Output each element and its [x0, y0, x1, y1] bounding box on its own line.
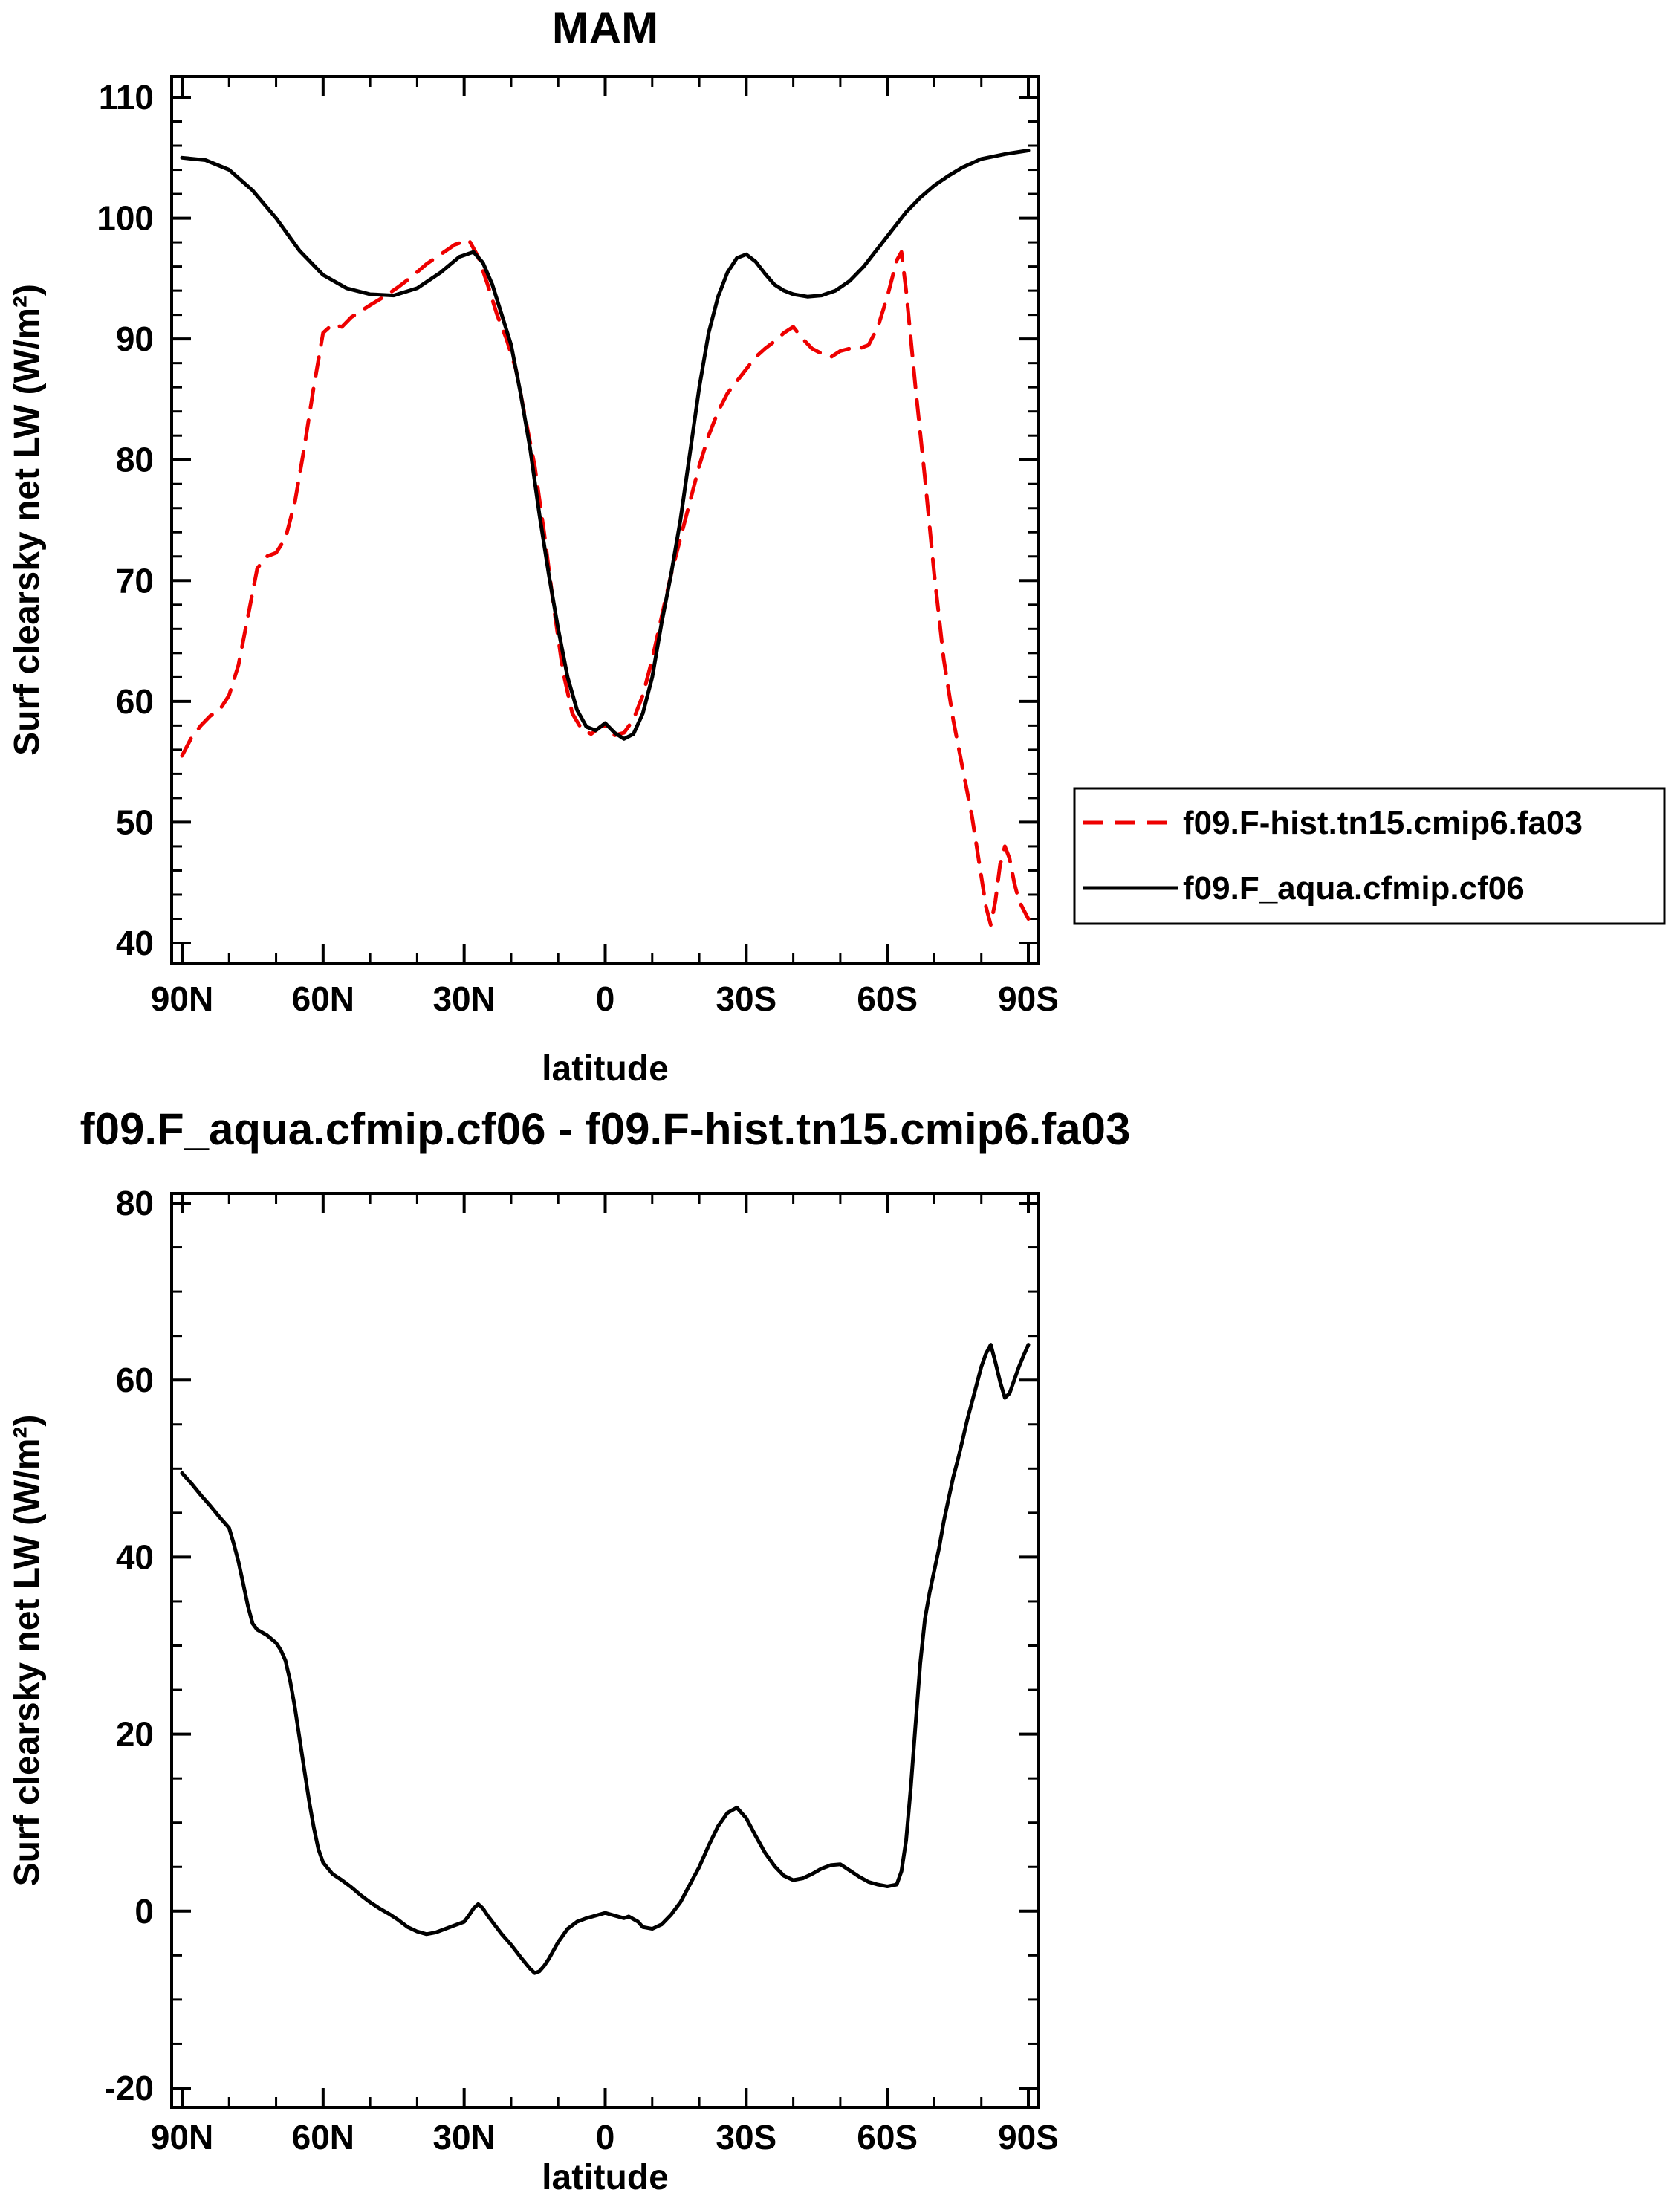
series-line-solid — [180, 149, 1031, 741]
y-tick-label: 70 — [116, 561, 154, 600]
legend-entry-label: f09.F_aqua.cfmip.cf06 — [1183, 870, 1525, 907]
x-tick-label: 90S — [998, 2118, 1059, 2156]
y-tick-label: 0 — [134, 1892, 154, 1931]
legend: f09.F-hist.tn15.cmip6.fa03 f09.F_aqua.cfm… — [1073, 787, 1666, 925]
y-tick-label: 40 — [116, 924, 154, 962]
y-tick-label: 50 — [116, 803, 154, 841]
y-axis-label: Surf clearsky net LW (W/m²) — [7, 284, 47, 756]
chart-1: 90N 60N 30N 0 30S 60S 90S 40 50 60 70 80 90 100 110 MAM… — [7, 3, 1059, 1089]
y-axis-label: Surf clearsky net LW (W/m²) — [7, 1415, 47, 1887]
y-tick-label: 80 — [116, 1184, 154, 1222]
major-ticks — [172, 1193, 1039, 2107]
chart-title: MAM — [552, 3, 658, 53]
x-tick-label: 30N — [432, 979, 495, 1018]
y-tick-label: 20 — [116, 1715, 154, 1754]
y-tick-label: 80 — [116, 441, 154, 479]
series-line-solid — [180, 1343, 1031, 1975]
y-tick-label: 60 — [116, 682, 154, 721]
plot-frame — [170, 1192, 1040, 2109]
x-axis-label: latitude — [542, 1049, 669, 1089]
minor-ticks — [172, 77, 1039, 963]
x-tick-label: 60N — [292, 979, 354, 1018]
x-tick-label: 0 — [596, 2118, 615, 2156]
x-tick-label: 30N — [432, 2118, 495, 2156]
chart-2: 90N 60N 30N 0 30S 60S 90S -20 0 20 40 60 80 f09.F_aqu… — [7, 1104, 1130, 2197]
y-tick-label: 110 — [99, 78, 154, 117]
minor-ticks — [172, 1193, 1039, 2107]
x-tick-label: 60S — [857, 979, 918, 1018]
y-tick-label: 90 — [116, 320, 154, 358]
x-tick-label: 30S — [716, 979, 776, 1018]
legend-box — [1073, 787, 1666, 925]
y-tick-label: 40 — [116, 1537, 154, 1576]
x-tick-label: 60N — [292, 2118, 354, 2156]
x-tick-label: 60S — [857, 2118, 918, 2156]
series-line-dashed — [180, 238, 1031, 927]
chart-title: f09.F_aqua.cfmip.cf06 - f09.F-hist.tn15.… — [80, 1104, 1131, 1154]
legend-entry-label: f09.F-hist.tn15.cmip6.fa03 — [1183, 805, 1583, 841]
y-tick-label: -20 — [105, 2069, 154, 2107]
x-tick-label: 0 — [596, 979, 615, 1018]
y-tick-label: 100 — [97, 199, 154, 238]
x-tick-label: 90S — [998, 979, 1059, 1018]
x-tick-label: 30S — [716, 2118, 776, 2156]
major-ticks — [172, 77, 1039, 963]
x-tick-label: 90N — [151, 979, 213, 1018]
x-tick-label: 90N — [151, 2118, 213, 2156]
y-tick-label: 60 — [116, 1361, 154, 1399]
x-axis-label: latitude — [542, 2158, 669, 2197]
